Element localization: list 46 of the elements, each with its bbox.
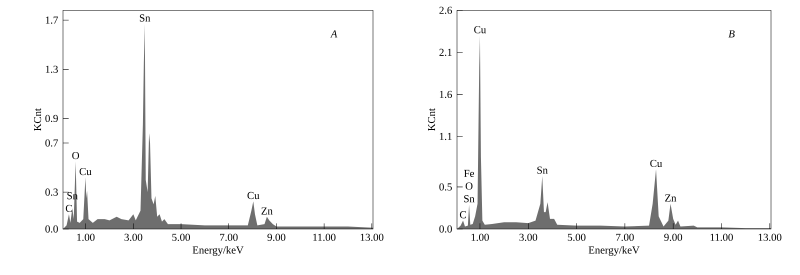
y-tick-label: 1.6 <box>440 90 452 98</box>
annotation: C <box>460 211 466 218</box>
x-tick-label: 3.00 <box>519 234 538 241</box>
annotation: Fe <box>464 170 474 178</box>
annotation: Cu <box>474 26 486 34</box>
y-tick-label: 2.6 <box>439 6 452 14</box>
annotation: Zn <box>261 207 273 214</box>
annotation: B <box>728 30 735 38</box>
x-tick-label: 13.00 <box>758 234 782 241</box>
annotation: C <box>66 204 72 212</box>
annotation: O <box>466 182 472 190</box>
y-tick-label: 1.7 <box>46 16 58 24</box>
y-tick-label: 0.7 <box>45 139 58 147</box>
y-axis-title: KCnt <box>34 108 42 131</box>
y-tick-label: 0.5 <box>439 183 452 191</box>
annotation: Cu <box>80 168 92 176</box>
x-tick-label: 5.00 <box>172 234 190 241</box>
x-tick-label: 9.00 <box>267 234 286 241</box>
x-tick-label: 5.00 <box>568 234 586 241</box>
y-tick-label: 0.9 <box>45 114 58 122</box>
x-tick-label: 11.00 <box>313 234 336 241</box>
annotation: A <box>330 30 338 38</box>
annotation: Sn <box>537 166 548 174</box>
y-tick-label: 1.1 <box>440 132 452 140</box>
x-tick-label: 3.00 <box>124 234 142 241</box>
x-tick-label: 1.00 <box>472 234 489 241</box>
annotation: Cu <box>248 192 260 200</box>
y-tick-label: 0.0 <box>439 225 452 233</box>
y-tick-label: 0.3 <box>45 188 58 196</box>
annotation: Sn <box>464 195 475 202</box>
x-tick-label: 1.00 <box>77 234 95 241</box>
y-tick-label: 0.0 <box>45 225 58 233</box>
y-axis-title: KCnt <box>428 108 436 131</box>
y-tick-label: 1.3 <box>46 66 58 73</box>
annotation: Zn <box>665 194 676 202</box>
y-tick-label: 2.1 <box>439 48 452 56</box>
x-tick-label: 9.00 <box>664 234 682 241</box>
annotation: Sn <box>140 14 150 22</box>
x-axis-title: Energy/keV <box>588 246 640 256</box>
x-tick-label: 7.00 <box>220 234 238 241</box>
annotation: O <box>72 152 80 160</box>
annotation: Cu <box>650 160 662 168</box>
x-tick-label: 11.00 <box>710 234 733 241</box>
x-tick-label: 7.00 <box>616 234 634 241</box>
x-axis-title: Energy/keV <box>192 246 244 256</box>
x-tick-label: 13.00 <box>360 234 384 241</box>
